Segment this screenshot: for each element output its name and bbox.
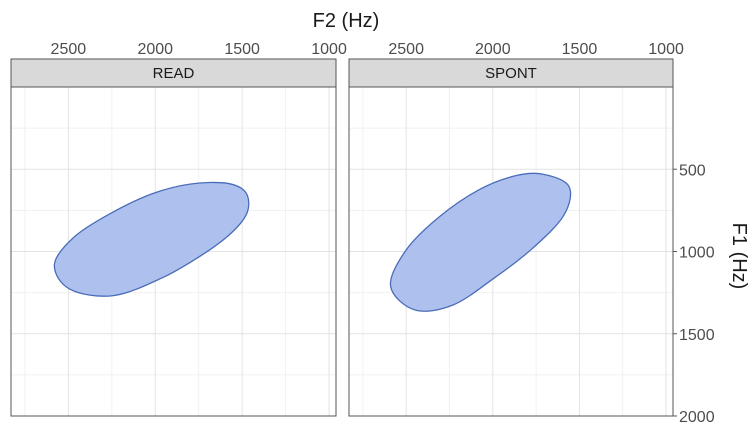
- strip-background: [348, 58, 674, 88]
- x-tick-label: 1000: [648, 41, 684, 58]
- x-tick-label: 2000: [137, 41, 173, 58]
- x-axis-title: F2 (Hz): [313, 10, 380, 32]
- x-axis-tick-labels: 2500 2000 1500 1000 2500 2000 1500 1000: [51, 41, 684, 58]
- x-tick-label: 2500: [388, 41, 424, 58]
- x-tick-label: 1500: [562, 41, 598, 58]
- y-tick-label: 2000: [679, 409, 715, 425]
- y-tick-label: 1500: [679, 327, 715, 344]
- y-tick-label: 500: [679, 162, 706, 179]
- y-axis-tick-labels: 500 1000 1500 2000: [673, 162, 715, 425]
- y-tick-label: 1000: [679, 245, 715, 262]
- panel-spont: SPONT: [348, 58, 674, 417]
- y-axis-title: F1 (Hz): [728, 223, 750, 290]
- x-tick-label: 1000: [311, 41, 347, 58]
- panel-read: READ: [10, 58, 337, 417]
- x-tick-label: 1500: [224, 41, 260, 58]
- ellipse-read: [53, 181, 250, 297]
- x-tick-label: 2500: [51, 41, 87, 58]
- x-tick-label: 2000: [475, 41, 511, 58]
- strip-background: [10, 58, 337, 88]
- strip-label-read: READ: [153, 65, 195, 82]
- ellipse-spont: [389, 172, 572, 312]
- strip-label-spont: SPONT: [485, 65, 537, 82]
- facet-panels: READ SPONT: [10, 58, 674, 417]
